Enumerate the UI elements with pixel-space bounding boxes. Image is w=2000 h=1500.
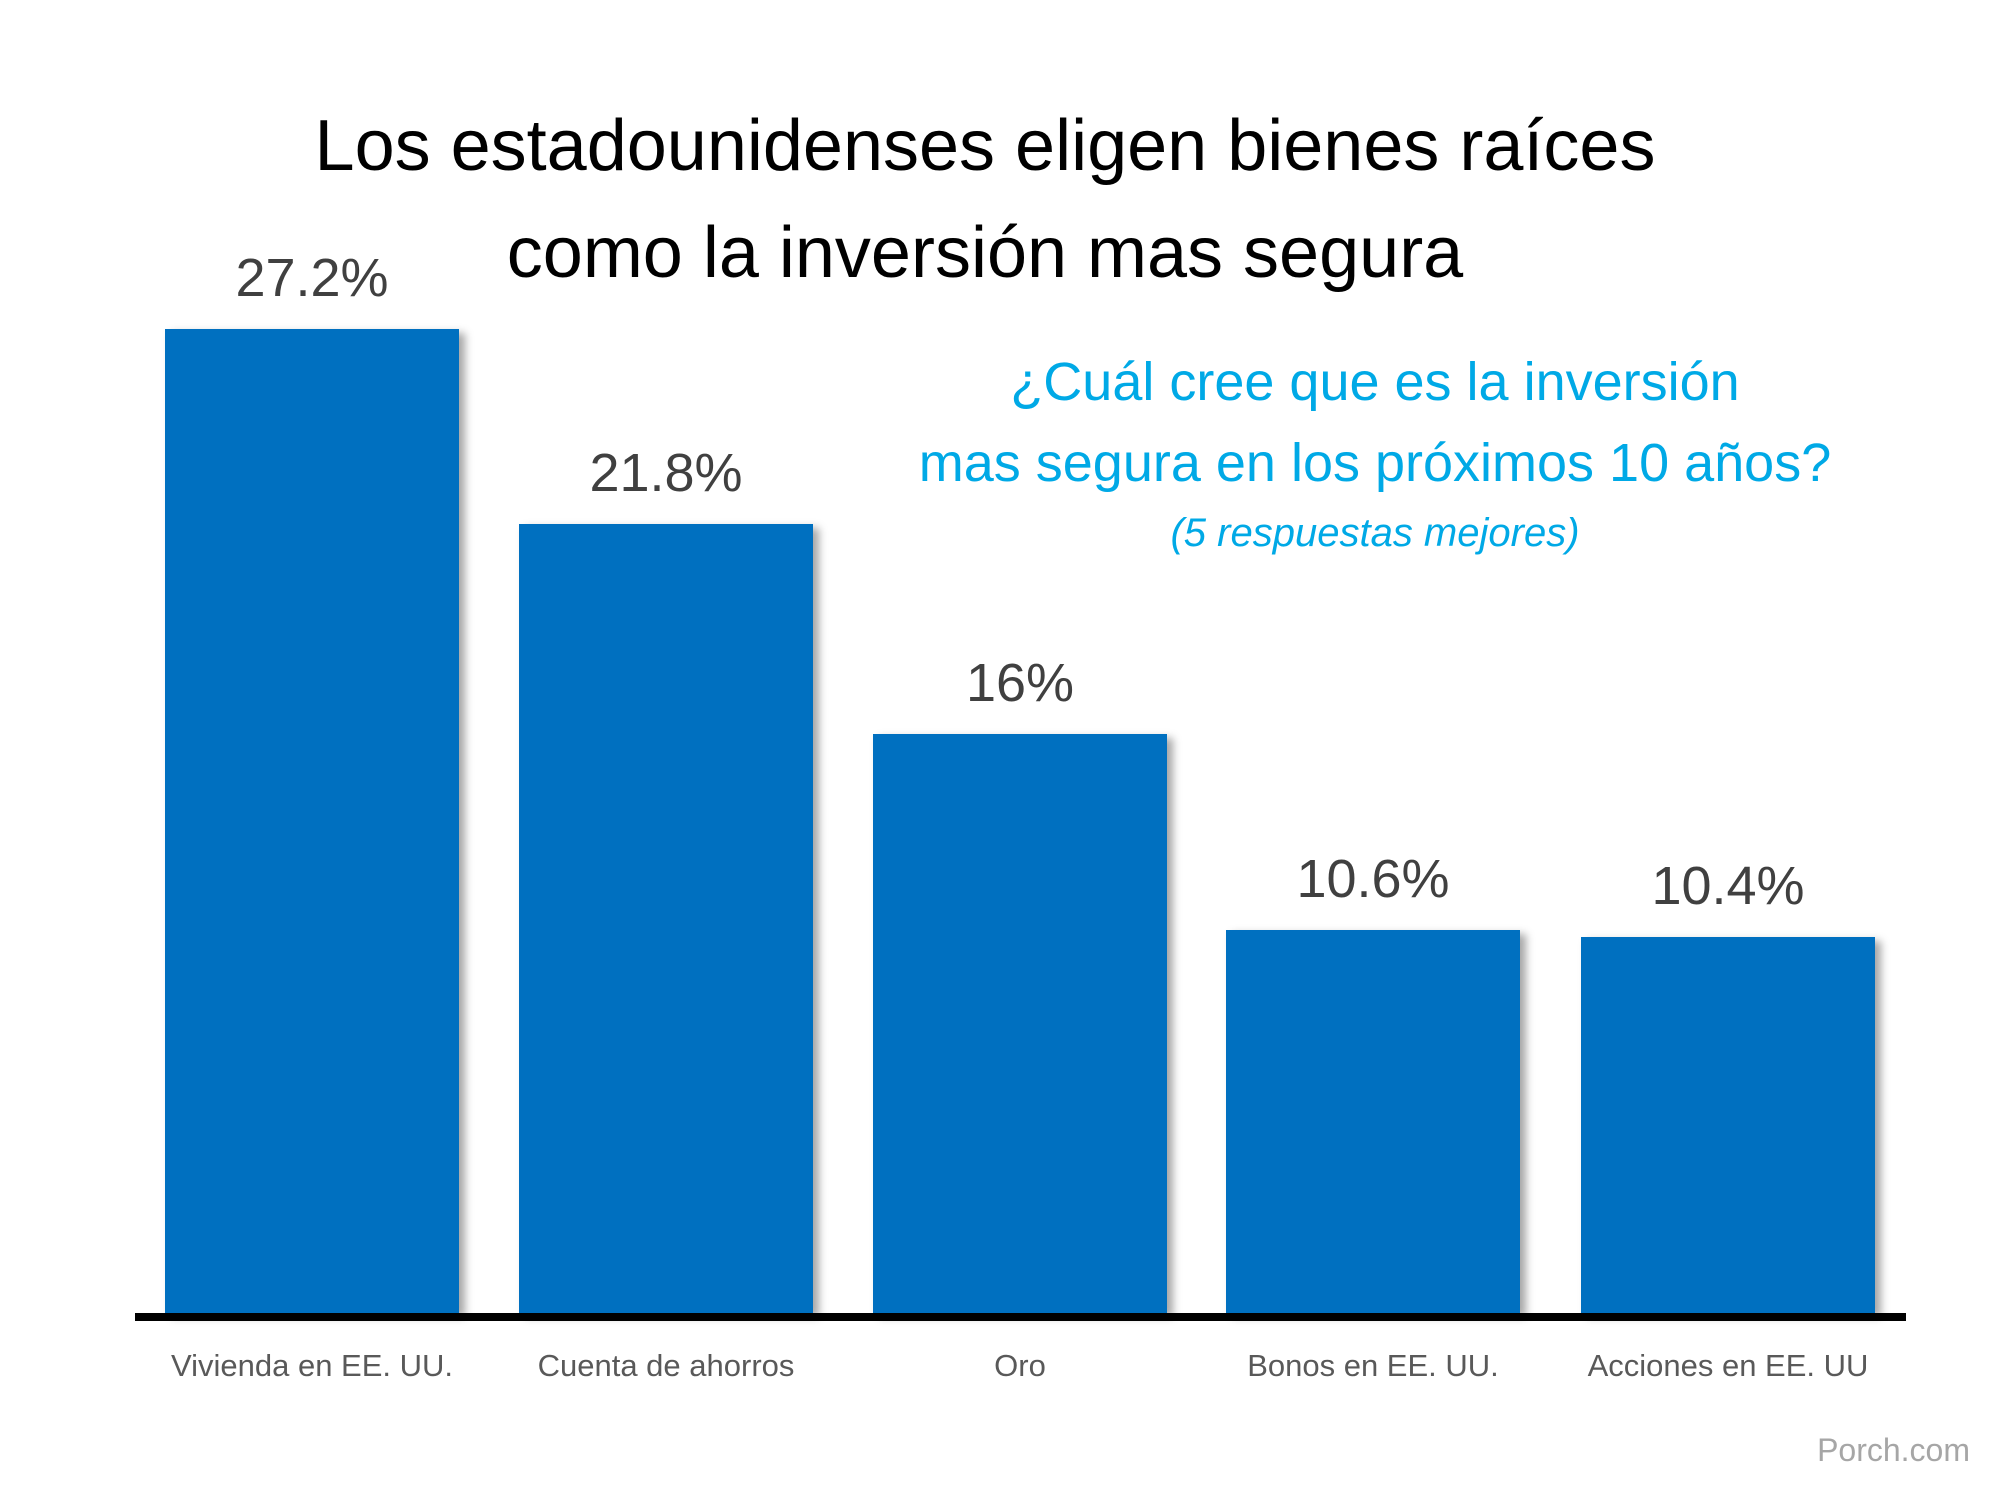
chart-title-line-2: como la inversión mas segura: [506, 213, 1464, 293]
category-label: Oro: [994, 1348, 1046, 1383]
bar: [165, 329, 459, 1313]
category-label: Vivienda en EE. UU.: [170, 1348, 454, 1383]
category-label: Bonos en EE. UU.: [1247, 1348, 1499, 1383]
subtitle-note: (5 respuestas mejores): [1170, 511, 1580, 555]
bar: [519, 524, 813, 1313]
subtitle-line-1: ¿Cuál cree que es la inversión: [1010, 352, 1740, 412]
data-label: 10.6%: [1296, 848, 1450, 909]
category-label: Acciones en EE. UU: [1587, 1348, 1869, 1383]
chart-title-line-1: Los estadounidenses eligen bienes raíces: [314, 106, 1656, 186]
data-label: 16%: [965, 653, 1075, 714]
bar: [1581, 936, 1875, 1313]
data-label: 27.2%: [235, 248, 389, 308]
bar: [1226, 929, 1520, 1313]
bar: [873, 734, 1167, 1313]
category-label: Cuenta de ahorros: [537, 1348, 795, 1383]
x-axis-line: [135, 1313, 1906, 1321]
source-label: Porch.com: [1817, 1432, 1970, 1468]
data-label: 10.4%: [1651, 855, 1805, 916]
subtitle-line-2: mas segura en los próximos 10 años?: [918, 433, 1832, 493]
data-label: 21.8%: [589, 443, 743, 504]
